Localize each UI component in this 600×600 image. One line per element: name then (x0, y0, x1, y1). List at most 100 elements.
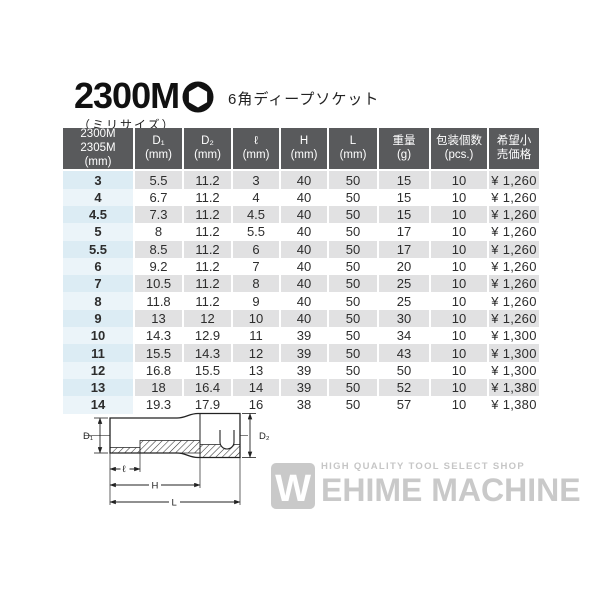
table-cell: 10 (431, 275, 487, 293)
table-cell: ¥ 1,260 (489, 275, 539, 293)
table-cell: 16 (233, 396, 279, 414)
table-cell: 11.2 (184, 257, 231, 276)
table-cell: 8.5 (135, 240, 182, 258)
table-cell: ¥ 1,260 (489, 257, 539, 276)
l-label: L (172, 498, 177, 509)
table-cell: 40 (281, 171, 327, 189)
shop-logo-icon: W (271, 463, 315, 510)
table-row: 8 11.8 11.2 9 40 50 25 10 ¥ 1,260 (63, 292, 539, 310)
table-cell: 9.2 (135, 257, 182, 276)
title-block: 2300M （ミリサイズ） (74, 78, 180, 133)
table-cell: 5 (63, 223, 133, 241)
table-row: 4.5 7.3 11.2 4.5 40 50 15 10 ¥ 1,260 (63, 205, 539, 224)
table-cell: 7 (233, 257, 279, 276)
table-cell: 4 (233, 188, 279, 206)
table-cell: 40 (281, 275, 327, 293)
table-cell: 11.8 (135, 292, 182, 310)
table-cell: 3 (63, 171, 133, 189)
table-cell: 38 (281, 396, 327, 414)
table-cell: 17.9 (184, 396, 231, 414)
table-cell: ¥ 1,260 (489, 171, 539, 189)
table-cell: ¥ 1,260 (489, 309, 539, 328)
column-header: 2300M 2305M (mm) (63, 128, 133, 172)
table-cell: 39 (281, 361, 327, 379)
table-cell: 3 (233, 171, 279, 189)
column-header: ℓ (mm) (233, 128, 279, 172)
table-cell: 30 (379, 309, 429, 328)
table-row: 4 6.7 11.2 4 40 50 15 10 ¥ 1,260 (63, 188, 539, 206)
table-cell: 13 (135, 309, 182, 328)
table-cell: 10 (431, 309, 487, 328)
table-cell: 15 (379, 205, 429, 224)
table-cell: 14 (63, 396, 133, 414)
table-row: 7 10.5 11.2 8 40 50 25 10 ¥ 1,260 (63, 275, 539, 293)
hatch-right (199, 444, 241, 458)
table-cell: 13 (63, 378, 133, 397)
table-cell: 8 (135, 223, 182, 241)
h-label: H (152, 481, 159, 492)
table-cell: 50 (329, 240, 377, 258)
table-cell: 10 (431, 223, 487, 241)
table-cell: 17 (379, 240, 429, 258)
table-cell: 6 (233, 240, 279, 258)
table-cell: ¥ 1,260 (489, 240, 539, 258)
table-cell: 43 (379, 344, 429, 362)
hex-socket-icon (182, 81, 214, 113)
table-cell: 7.3 (135, 205, 182, 224)
socket-diagram: D₁ D₂ ℓ H L (83, 412, 270, 509)
table-cell: 5.5 (233, 223, 279, 241)
table-cell: ¥ 1,260 (489, 205, 539, 224)
table-cell: 9 (233, 292, 279, 310)
table-cell: ¥ 1,380 (489, 378, 539, 397)
table-cell: 40 (281, 257, 327, 276)
table-row: 9 13 12 10 40 50 30 10 ¥ 1,260 (63, 309, 539, 328)
table-cell: 39 (281, 378, 327, 397)
table-row: 10 14.3 12.9 11 39 50 34 10 ¥ 1,300 (63, 327, 539, 345)
table-cell: 50 (329, 223, 377, 241)
table-header-row: 2300M 2305M (mm) D₁ (mm) D₂ (mm) ℓ (mm) H (m… (63, 128, 539, 172)
table-cell: 10 (431, 327, 487, 345)
table-row: 5 8 11.2 5.5 40 50 17 10 ¥ 1,260 (63, 223, 539, 241)
column-header: D₂ (mm) (184, 128, 231, 172)
table-row: 12 16.8 15.5 13 39 50 50 10 ¥ 1,300 (63, 361, 539, 379)
table-cell: 50 (329, 396, 377, 414)
table-cell: 50 (329, 257, 377, 276)
table-cell: 11.2 (184, 275, 231, 293)
table-cell: 11.2 (184, 240, 231, 258)
table-cell: 10 (431, 257, 487, 276)
table-cell: 10 (431, 361, 487, 379)
table-cell: 40 (281, 188, 327, 206)
table-cell: 10 (63, 327, 133, 345)
column-header: D₁ (mm) (135, 128, 182, 172)
table-cell: 50 (329, 275, 377, 293)
table-cell: 34 (379, 327, 429, 345)
table-cell: 4.5 (63, 205, 133, 224)
table-cell: 50 (329, 188, 377, 206)
hatch-left (109, 447, 141, 454)
table-cell: 10 (233, 309, 279, 328)
table-cell: 40 (281, 223, 327, 241)
table-cell: 11.2 (184, 292, 231, 310)
column-header: 包装個数 (pcs.) (431, 128, 487, 172)
table-cell: 10 (431, 188, 487, 206)
table-cell: 10 (431, 292, 487, 310)
table-cell: 11.2 (184, 171, 231, 189)
column-header: L (mm) (329, 128, 377, 172)
column-header: 重量 (g) (379, 128, 429, 172)
table-cell: 50 (329, 327, 377, 345)
table-cell: 52 (379, 378, 429, 397)
spec-table: 2300M 2305M (mm) D₁ (mm) D₂ (mm) ℓ (mm) H (m… (61, 128, 541, 414)
table-cell: 50 (379, 361, 429, 379)
table-cell: 8 (63, 292, 133, 310)
table-cell: 5.5 (135, 171, 182, 189)
table-cell: 50 (329, 344, 377, 362)
table-cell: 16.8 (135, 361, 182, 379)
table-cell: 4 (63, 188, 133, 206)
table-cell: 15 (379, 171, 429, 189)
table-row: 13 18 16.4 14 39 50 52 10 ¥ 1,380 (63, 378, 539, 397)
table-cell: 12 (63, 361, 133, 379)
table-cell: 17 (379, 223, 429, 241)
table-cell: 40 (281, 292, 327, 310)
table-cell: 11 (233, 327, 279, 345)
